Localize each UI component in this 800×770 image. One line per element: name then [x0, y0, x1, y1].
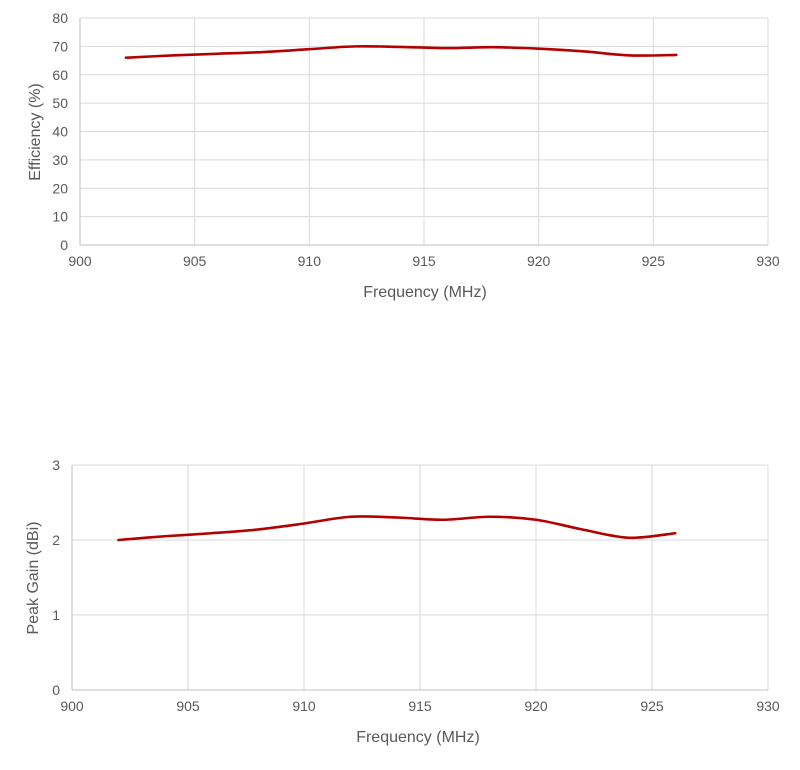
x-tick-label: 910 — [298, 253, 322, 269]
y-tick-label: 40 — [52, 124, 68, 140]
y-tick-label: 20 — [52, 180, 68, 196]
y-tick-label: 1 — [52, 607, 60, 623]
x-tick-label: 900 — [68, 253, 92, 269]
y-axis-label: Efficiency (%) — [27, 83, 44, 181]
tick-labels: 900 905 910 915 920 925 930 0 1 2 3 — [52, 457, 780, 714]
x-tick-label: 920 — [524, 698, 548, 714]
y-tick-label: 10 — [52, 209, 68, 225]
x-tick-label: 915 — [412, 253, 436, 269]
x-tick-label: 900 — [60, 698, 84, 714]
x-tick-label: 930 — [756, 698, 780, 714]
x-tick-label: 905 — [176, 698, 200, 714]
peak-gain-chart: Peak Gain (dBi) Frequency (MHz) 900 905 91… — [25, 457, 780, 746]
y-tick-label: 30 — [52, 152, 68, 168]
tick-labels: 900 905 910 915 920 925 930 0 10 20 30 40 50 60 70 80 — [52, 10, 779, 269]
x-tick-label: 915 — [408, 698, 432, 714]
series-line — [124, 44, 678, 60]
series-line — [117, 515, 677, 542]
y-tick-label: 0 — [60, 237, 68, 253]
y-tick-label: 70 — [52, 38, 68, 54]
x-axis-label: Frequency (MHz) — [356, 729, 480, 746]
x-tick-label: 925 — [640, 698, 664, 714]
gridlines — [71, 464, 769, 691]
y-tick-label: 0 — [52, 682, 60, 698]
y-axis-label: Peak Gain (dBi) — [25, 522, 42, 635]
x-tick-label: 905 — [183, 253, 207, 269]
y-tick-label: 80 — [52, 10, 68, 26]
gridlines — [79, 17, 769, 246]
x-axis-label: Frequency (MHz) — [363, 284, 487, 301]
y-tick-label: 60 — [52, 67, 68, 83]
x-tick-label: 920 — [527, 253, 551, 269]
y-tick-label: 2 — [52, 532, 60, 548]
x-tick-label: 930 — [756, 253, 780, 269]
efficiency-chart: Efficiency (%) Frequency (MHz) 900 905 910… — [27, 10, 780, 301]
y-tick-label: 3 — [52, 457, 60, 473]
y-tick-label: 50 — [52, 95, 68, 111]
x-tick-label: 910 — [292, 698, 316, 714]
x-tick-label: 925 — [642, 253, 666, 269]
